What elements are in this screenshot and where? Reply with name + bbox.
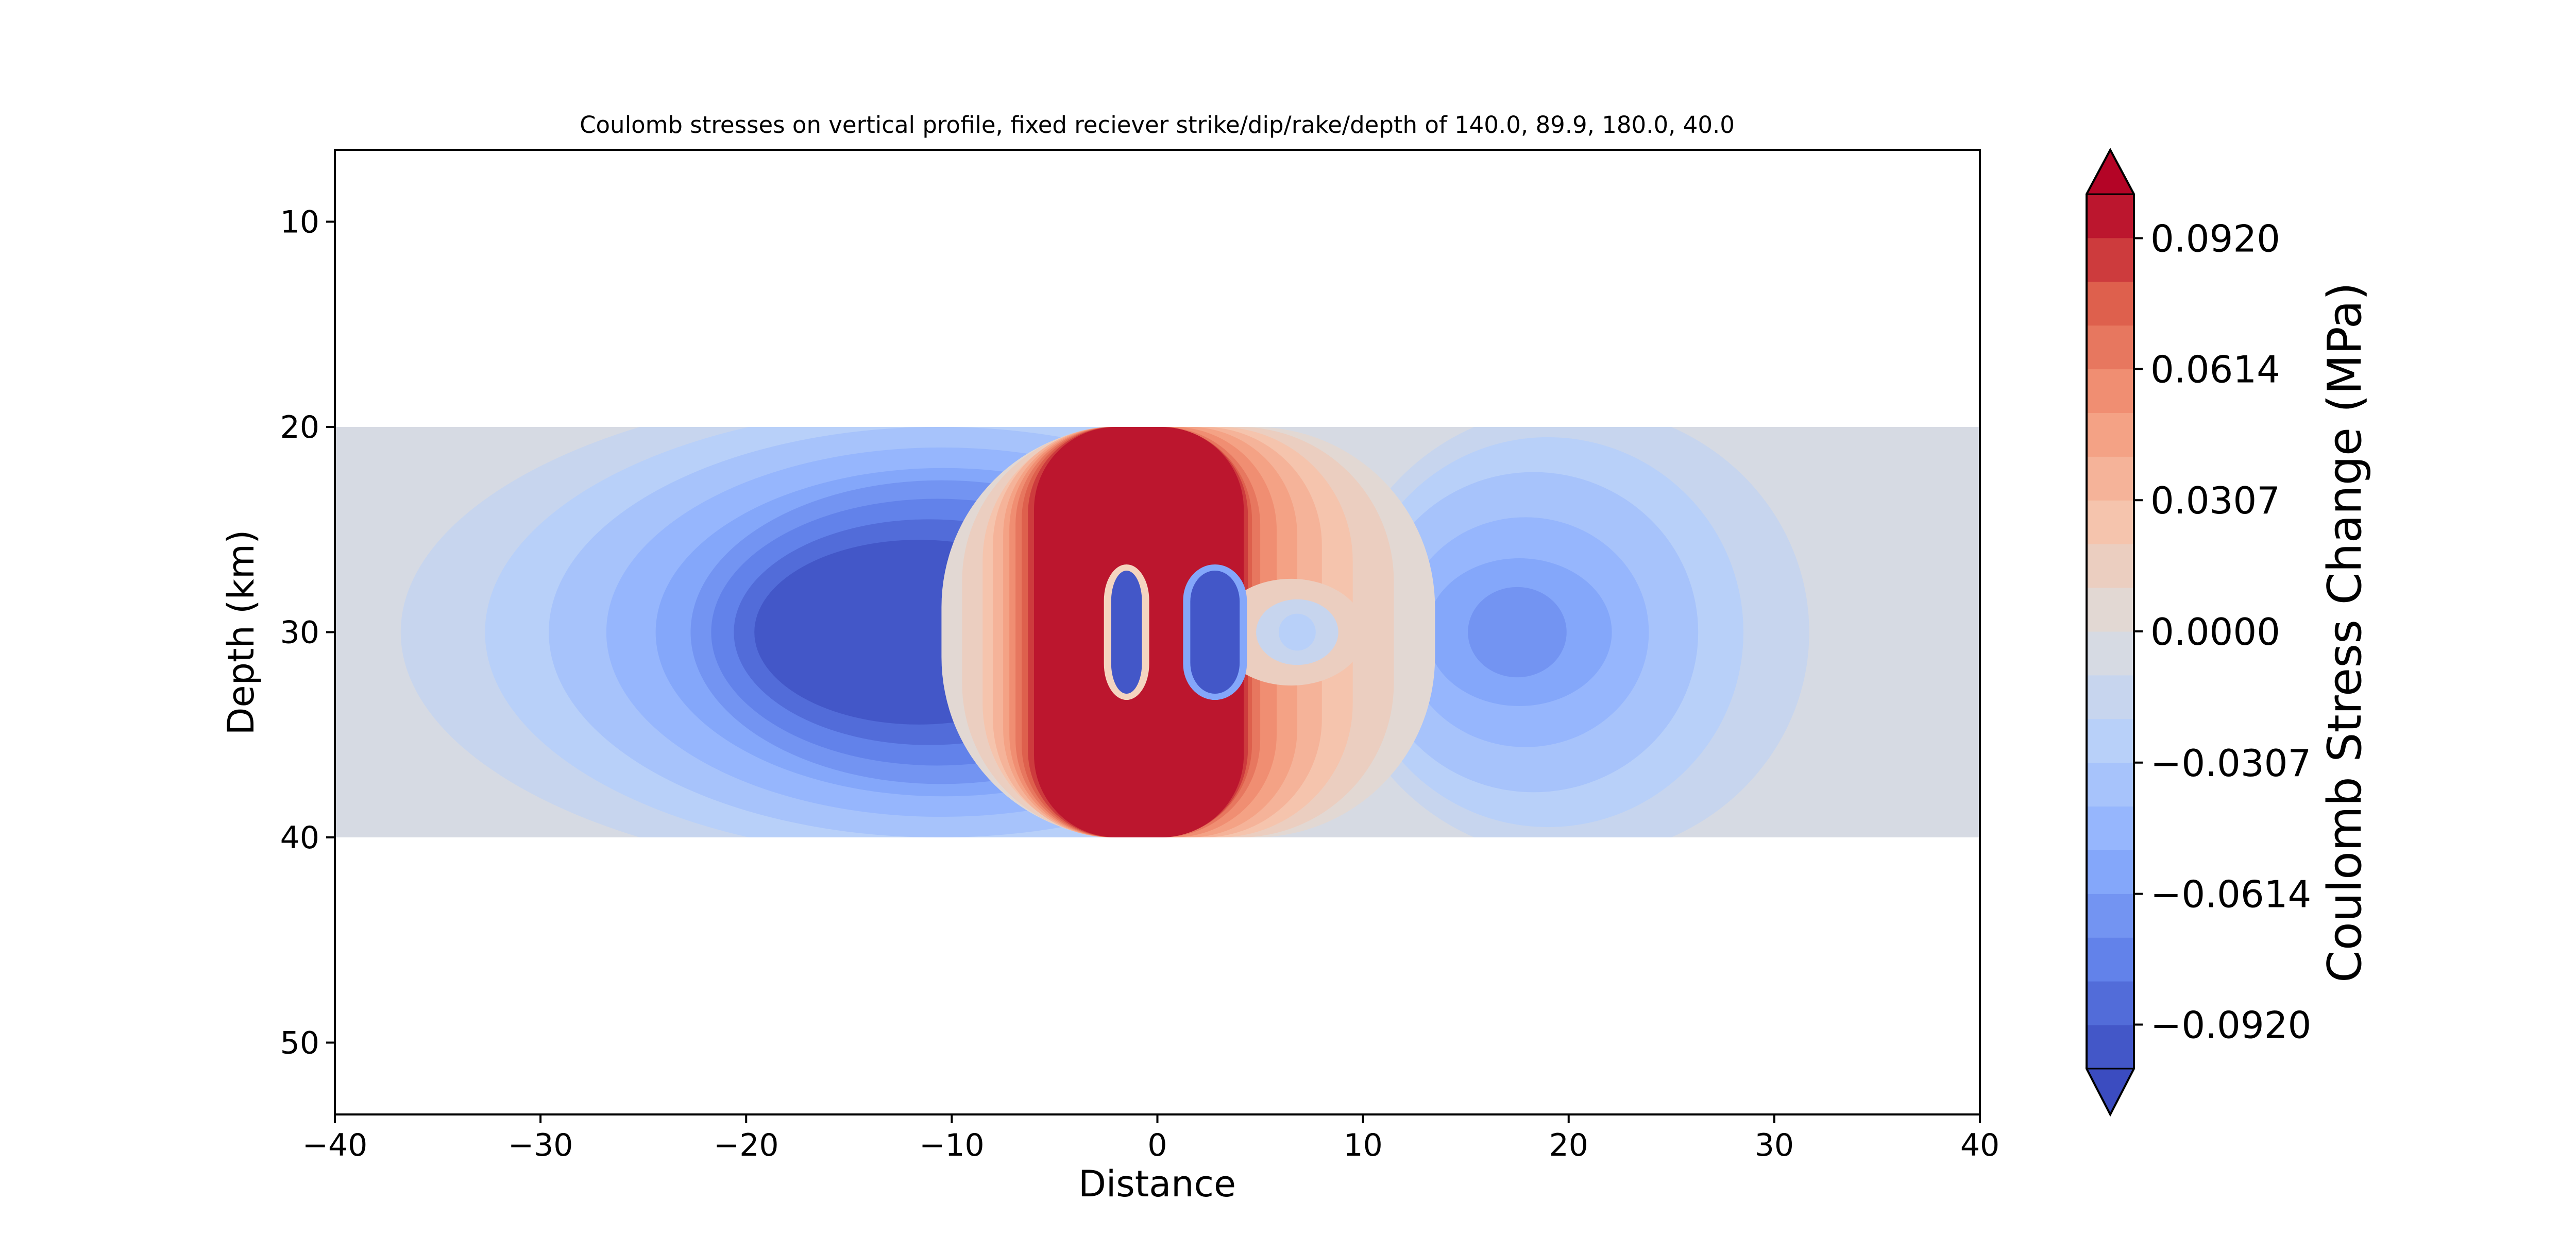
colorbar-band bbox=[2087, 456, 2134, 501]
stress-field bbox=[335, 426, 1980, 838]
x-tick-label: 30 bbox=[1755, 1127, 1794, 1163]
colorbar-tick-label: −0.0614 bbox=[2150, 873, 2311, 916]
y-tick-label: 10 bbox=[280, 204, 319, 240]
colorbar-band bbox=[2087, 937, 2134, 982]
right-negative-lobe-level-7 bbox=[1468, 587, 1567, 678]
colorbar-band bbox=[2087, 718, 2134, 763]
colorbar-tick-label: 0.0000 bbox=[2150, 610, 2280, 654]
colorbar-band bbox=[2087, 762, 2134, 807]
colorbar-band bbox=[2087, 500, 2134, 544]
colorbar-extend-min bbox=[2085, 1068, 2136, 1117]
x-tick-label: −40 bbox=[302, 1127, 368, 1163]
colorbar-tick-label: 0.0920 bbox=[2150, 217, 2280, 260]
colorbar-band bbox=[2087, 631, 2134, 676]
colorbar-bands bbox=[2087, 194, 2134, 1069]
colorbar-extend-max bbox=[2085, 148, 2136, 195]
stress-patches bbox=[1104, 564, 1247, 700]
x-tick-label: −20 bbox=[714, 1127, 779, 1163]
colorbar-ticks: 0.0920 0.0614 0.0307 0.0000 −0.0307 −0.0614 −0… bbox=[2134, 217, 2311, 1047]
right-negative-patch bbox=[1190, 570, 1240, 694]
colorbar-tick-label: 0.0307 bbox=[2150, 479, 2280, 522]
x-tick-label: 40 bbox=[1960, 1127, 1999, 1163]
y-tick-label: 50 bbox=[280, 1025, 319, 1061]
y-axis-ticks: 10 20 30 40 50 bbox=[280, 204, 335, 1061]
y-tick-label: 40 bbox=[280, 820, 319, 856]
y-axis-label: Depth (km) bbox=[220, 530, 262, 735]
left-negative-patch bbox=[1111, 570, 1142, 694]
colorbar-band bbox=[2087, 281, 2134, 326]
colorbar-band bbox=[2087, 369, 2134, 413]
x-tick-label: −30 bbox=[508, 1127, 573, 1163]
y-tick-label: 20 bbox=[280, 409, 319, 445]
stress-contours bbox=[335, 426, 1929, 838]
colorbar-band bbox=[2087, 544, 2134, 588]
colorbar-band bbox=[2087, 413, 2134, 457]
colorbar: 0.0920 0.0614 0.0307 0.0000 −0.0307 −0.0614 −0… bbox=[2085, 147, 2372, 1117]
colorbar-outline bbox=[2086, 147, 2135, 1117]
y-tick-label: 30 bbox=[280, 615, 319, 651]
colorbar-tick-label: −0.0920 bbox=[2150, 1004, 2311, 1047]
colorbar-band bbox=[2087, 675, 2134, 719]
colorbar-band bbox=[2087, 1025, 2134, 1069]
colorbar-band bbox=[2087, 237, 2134, 282]
x-tick-label: 0 bbox=[1147, 1127, 1167, 1163]
chart-title: Coulomb stresses on vertical profile, fi… bbox=[580, 111, 1735, 139]
x-axis-label: Distance bbox=[1078, 1163, 1236, 1205]
colorbar-band bbox=[2087, 194, 2134, 238]
colorbar-band bbox=[2087, 806, 2134, 850]
x-axis-ticks: −40 −30 −20 −10 0 10 20 30 40 bbox=[302, 1114, 1999, 1163]
colorbar-label: Coulomb Stress Change (MPa) bbox=[2318, 282, 2372, 983]
colorbar-band bbox=[2087, 325, 2134, 370]
colorbar-band bbox=[2087, 894, 2134, 938]
mid-negative-eye-inner bbox=[1278, 613, 1316, 651]
colorbar-tick-label: −0.0307 bbox=[2150, 742, 2311, 785]
colorbar-band bbox=[2087, 588, 2134, 632]
x-tick-label: 10 bbox=[1343, 1127, 1382, 1163]
x-tick-label: 20 bbox=[1549, 1127, 1588, 1163]
colorbar-band bbox=[2087, 850, 2134, 894]
colorbar-band bbox=[2087, 981, 2134, 1025]
colorbar-tick-label: 0.0614 bbox=[2150, 348, 2280, 391]
x-tick-label: −10 bbox=[919, 1127, 985, 1163]
plot-area: −40 −30 −20 −10 0 10 20 30 40 10 20 30 40 50 bbox=[280, 149, 1999, 1163]
